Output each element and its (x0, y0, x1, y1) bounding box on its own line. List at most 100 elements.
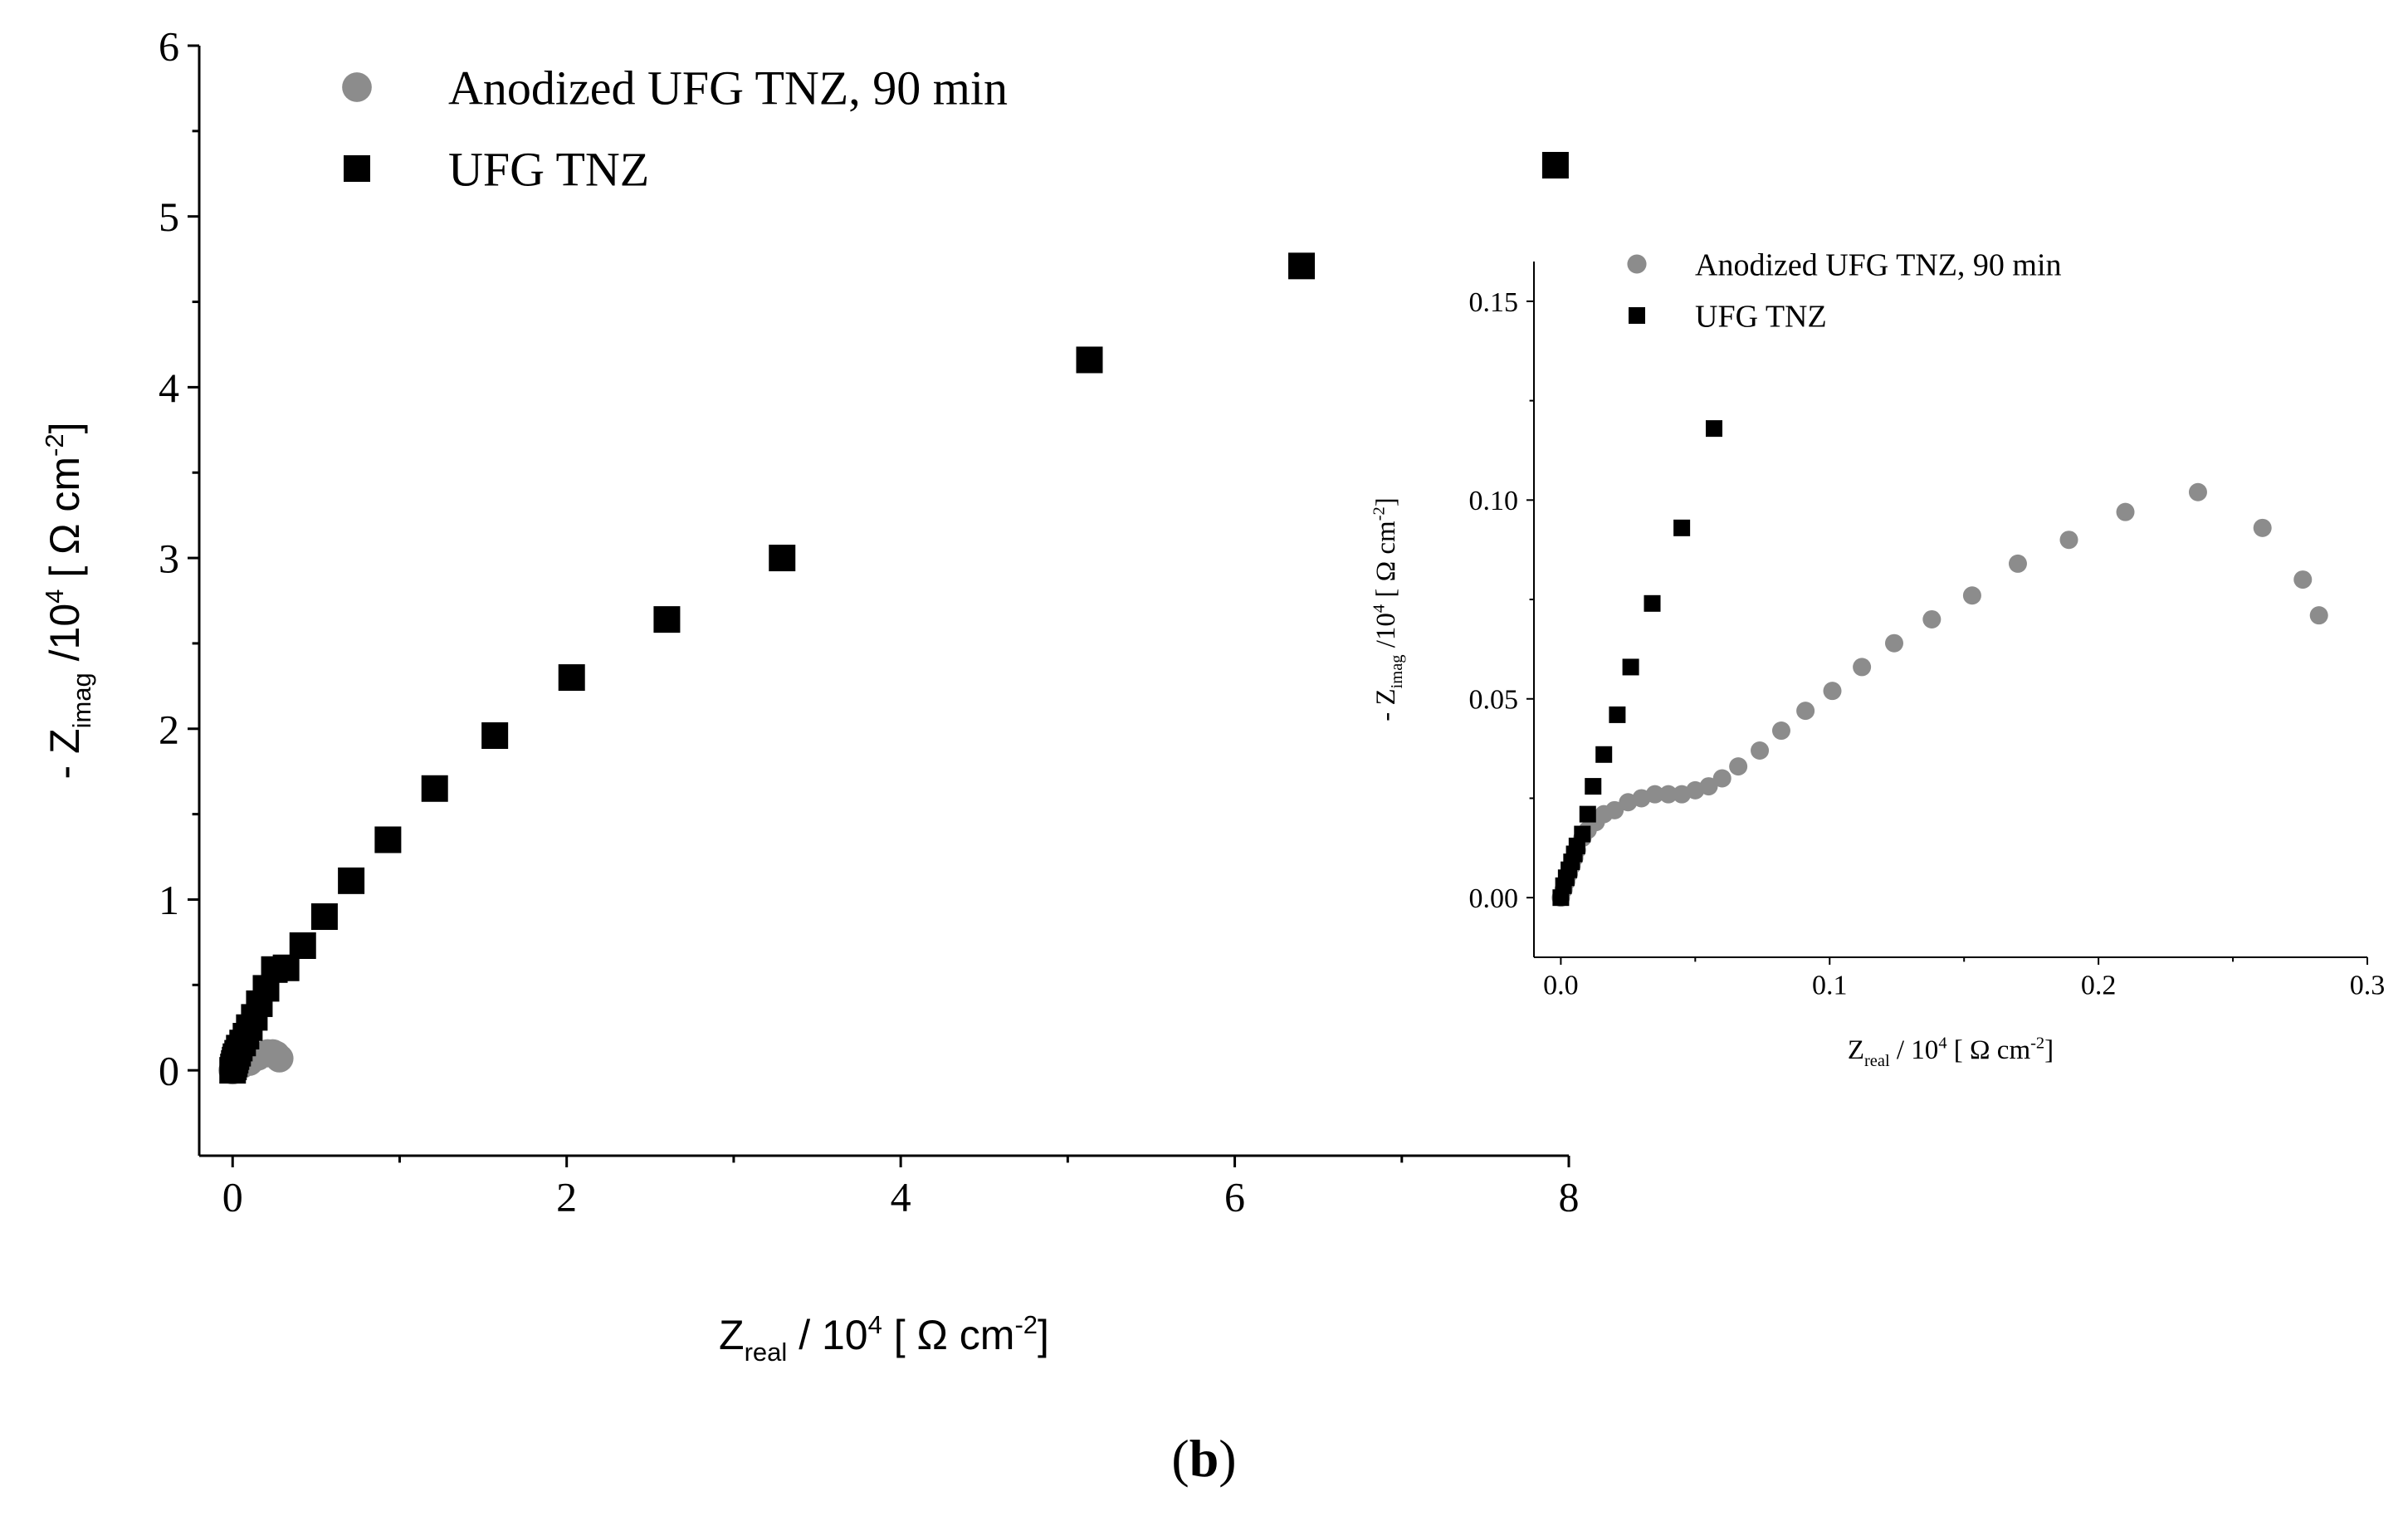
main-x-label-unit-sup: -2 (1014, 1310, 1038, 1339)
main-point-ufg (1288, 252, 1316, 280)
main-point-ufg (558, 664, 585, 692)
inset-point-anodized (2008, 554, 2027, 573)
main-y-label-sup: 4 (40, 589, 69, 604)
inset-x-label-sup: 4 (1938, 1034, 1946, 1052)
inset-point-ufg (1579, 805, 1596, 823)
main-point-ufg (769, 545, 796, 572)
panel-label-letter: b (1189, 1429, 1219, 1488)
main-y-label-close: ] (42, 422, 88, 433)
inset-point-ufg (1585, 778, 1602, 795)
inset-x-label-unit: [ Ω cm (1947, 1035, 2031, 1065)
main-y-tick-label: 1 (159, 877, 179, 923)
main-y-label-unit-sup: -2 (40, 433, 69, 457)
main-point-ufg (374, 826, 402, 853)
main-y-axis-label: - Zimag /104 [ Ω cm-2] (40, 422, 96, 779)
inset-point-anodized (2188, 482, 2207, 501)
inset-y-label-unit-sup: -2 (1370, 506, 1388, 521)
inset-point-ufg (1644, 594, 1661, 612)
main-x-tick-label: 0 (222, 1174, 243, 1220)
main-x-tick-label: 8 (1559, 1174, 1580, 1220)
inset-point-anodized (1922, 609, 1942, 628)
inset-legend-label: Anodized UFG TNZ, 90 min (1695, 247, 2062, 282)
inset-x-tick-label: 0.0 (1543, 971, 1579, 1001)
inset-point-anodized (1699, 777, 1718, 796)
inset-point-anodized (2116, 502, 2135, 521)
main-point-ufg (1076, 346, 1103, 374)
inset-legend-marker-circle (1627, 254, 1647, 274)
main-x-tick-label: 6 (1224, 1174, 1245, 1220)
main-point-ufg (421, 775, 448, 802)
main-legend-marker-square (344, 155, 370, 182)
inset-legend-marker-square (1629, 307, 1645, 324)
inset-point-anodized (2253, 518, 2272, 537)
panel-label-close: ) (1219, 1429, 1237, 1488)
main-x-label-unit: [ Ω cm (882, 1312, 1015, 1358)
inset-y-label-close: ] (1371, 497, 1401, 506)
main-x-label-rest: / 10 (787, 1312, 867, 1358)
inset-point-anodized (1823, 682, 1842, 701)
main-x-tick-label: 2 (556, 1174, 577, 1220)
inset-point-ufg (1705, 420, 1722, 438)
inset-y-label-sub: imag (1388, 654, 1406, 688)
inset-point-anodized (2309, 606, 2328, 625)
inset-x-axis-label: Zreal / 104 [ Ω cm-2] (1848, 1034, 2054, 1070)
inset-x-tick-label: 0.3 (2350, 971, 2386, 1001)
main-legend-label: Anodized UFG TNZ, 90 min (448, 61, 1008, 115)
main-y-tick-label: 3 (159, 536, 179, 582)
panel-label-open: ( (1171, 1429, 1189, 1488)
inset-y-label-rest: /10 (1371, 613, 1401, 654)
inset-point-anodized (1884, 633, 1903, 653)
main-y-tick-label: 0 (159, 1048, 179, 1094)
main-x-label-main: Z (719, 1312, 745, 1358)
main-point-ufg (289, 932, 316, 959)
inset-point-anodized (1853, 658, 1872, 677)
inset-point-anodized (2059, 531, 2078, 550)
main-y-label-rest: /10 (42, 604, 88, 673)
inset-point-ufg (1673, 519, 1691, 536)
inset-point-ufg (1574, 825, 1591, 843)
inset-y-tick-label: 0.05 (1469, 685, 1519, 716)
main-point-ufg (272, 954, 300, 981)
main-x-label-sup: 4 (868, 1310, 882, 1339)
main-y-tick-label: 5 (159, 193, 179, 240)
inset-y-axis-label: - Zimag /104 [ Ω cm-2] (1370, 497, 1406, 721)
inset-point-anodized (1751, 741, 1770, 760)
inset-point-anodized (1712, 769, 1732, 788)
main-y-tick-label: 2 (159, 706, 179, 752)
main-x-axis-label: Zreal / 104 [ Ω cm-2] (719, 1310, 1049, 1367)
main-legend-label: UFG TNZ (448, 142, 649, 196)
main-y-label-sub: imag (67, 673, 96, 728)
panel-label: (b) (0, 1428, 2408, 1489)
main-x-label-close: ] (1038, 1312, 1049, 1358)
main-y-tick-label: 4 (159, 364, 179, 411)
main-y-label-unit: [ Ω cm (42, 457, 88, 589)
main-point-anodized (265, 1044, 294, 1073)
main-y-tick-label: 6 (159, 23, 179, 70)
main-point-ufg (653, 606, 681, 633)
inset-point-anodized (1796, 702, 1815, 721)
inset-y-tick-label: 0.00 (1469, 883, 1519, 914)
inset-y-label-unit: [ Ω cm (1371, 521, 1401, 604)
inset-point-anodized (1962, 586, 1981, 605)
main-point-ufg (481, 721, 509, 749)
inset-x-label-rest: / 10 (1890, 1035, 1939, 1065)
inset-point-anodized (1729, 757, 1748, 776)
inset-nyquist-chart: 0.0 0.1 0.2 0.3 0.00 0.05 0.10 0.15 Zreal / 104 … (1370, 247, 2385, 1070)
main-x-label-sub: real (745, 1338, 788, 1367)
inset-x-label-unit-sup: -2 (2030, 1034, 2044, 1052)
inset-x-label-close: ] (2044, 1035, 2054, 1065)
inset-point-ufg (1622, 658, 1639, 676)
main-x-tick-label: 4 (891, 1174, 911, 1220)
inset-y-tick-label: 0.15 (1469, 287, 1519, 318)
inset-y-label-sup: 4 (1370, 604, 1388, 613)
main-point-ufg (1541, 151, 1569, 179)
main-y-label-prefix: - Z (42, 728, 88, 779)
inset-y-label-prefix: - Z (1371, 688, 1401, 721)
main-point-ufg (310, 903, 338, 931)
inset-legend-label: UFG TNZ (1695, 299, 1827, 334)
inset-point-anodized (1658, 785, 1678, 804)
inset-point-ufg (1595, 746, 1613, 763)
inset-y-tick-label: 0.10 (1469, 486, 1519, 516)
